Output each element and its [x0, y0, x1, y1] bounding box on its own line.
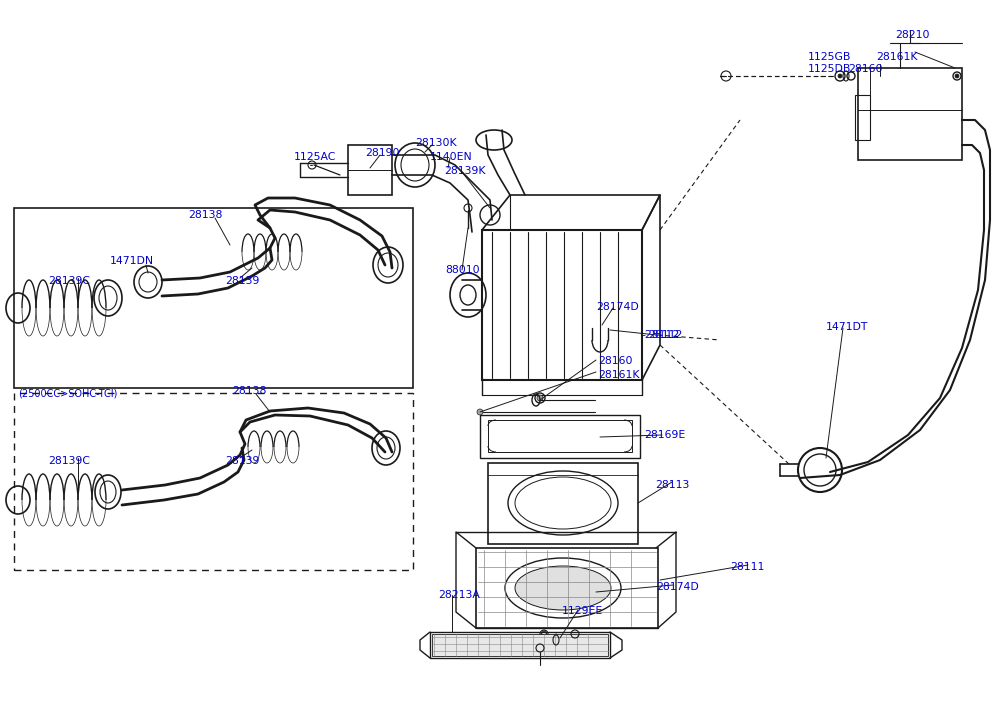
Text: 28190: 28190	[365, 148, 400, 158]
Text: 28213A: 28213A	[438, 590, 480, 600]
Bar	[430, 632, 610, 658]
Text: 28210: 28210	[895, 30, 930, 40]
Text: 28161K: 28161K	[876, 52, 918, 62]
Ellipse shape	[537, 395, 543, 401]
Text: 28139: 28139	[225, 276, 259, 286]
Bar	[476, 548, 658, 628]
Text: 28160: 28160	[848, 64, 883, 74]
Text: 1125GB: 1125GB	[808, 52, 851, 62]
Ellipse shape	[515, 566, 611, 610]
Bar	[14, 393, 413, 570]
Text: 28169E: 28169E	[644, 430, 685, 440]
Ellipse shape	[955, 74, 959, 78]
Text: 28161K: 28161K	[598, 370, 640, 380]
Bar	[855, 95, 870, 140]
Text: (2500CC>SOHC-TCI): (2500CC>SOHC-TCI)	[18, 388, 117, 398]
Text: 1471DN: 1471DN	[110, 256, 154, 266]
Text: 28113: 28113	[655, 480, 689, 490]
Bar	[432, 634, 608, 656]
Text: 28138: 28138	[188, 210, 222, 220]
Text: 28139: 28139	[225, 456, 259, 466]
Text: 28112: 28112	[648, 330, 682, 340]
Text: 28174D: 28174D	[656, 582, 698, 592]
Ellipse shape	[554, 634, 558, 638]
Bar	[488, 463, 638, 544]
Text: 88010: 88010	[445, 265, 479, 275]
Text: 1125DB: 1125DB	[808, 64, 851, 74]
Bar	[858, 68, 962, 160]
Text: 28111: 28111	[730, 562, 765, 572]
Bar	[348, 145, 392, 195]
Text: 28139C: 28139C	[48, 276, 90, 286]
Text: 28130K: 28130K	[415, 138, 456, 148]
Text: 28160: 28160	[598, 356, 633, 366]
Text: 1471DT: 1471DT	[826, 322, 868, 332]
Text: 1129EE: 1129EE	[562, 606, 603, 616]
Bar	[488, 420, 632, 452]
Text: -28112: -28112	[641, 330, 680, 340]
Text: 28174D: 28174D	[596, 302, 639, 312]
Text: 28139C: 28139C	[48, 456, 90, 466]
Text: 1140EN: 1140EN	[430, 152, 473, 162]
Text: 28139K: 28139K	[444, 166, 485, 176]
Ellipse shape	[838, 74, 842, 78]
Bar	[482, 230, 642, 380]
Bar	[14, 208, 413, 388]
Ellipse shape	[477, 409, 483, 415]
Text: 1125AC: 1125AC	[294, 152, 336, 162]
Text: 28138: 28138	[232, 386, 267, 396]
Bar	[480, 415, 640, 458]
